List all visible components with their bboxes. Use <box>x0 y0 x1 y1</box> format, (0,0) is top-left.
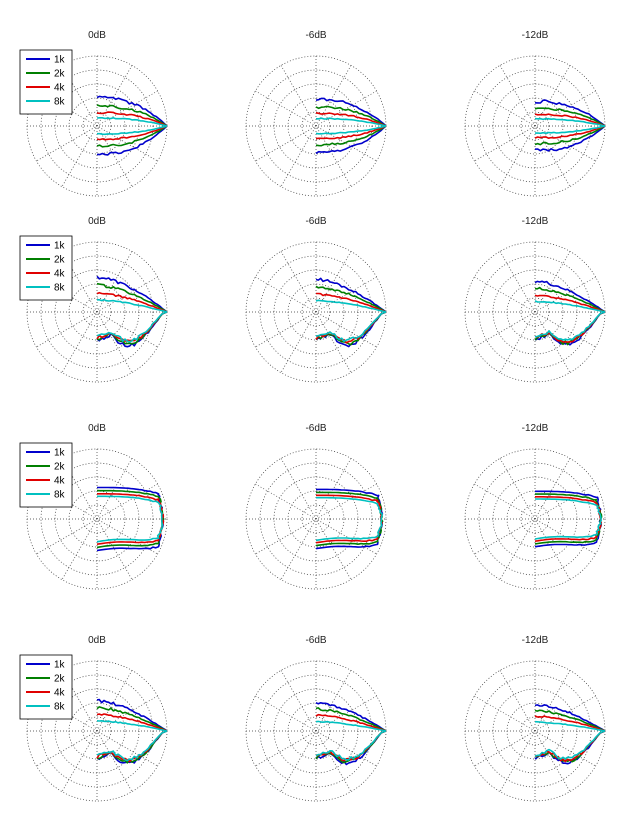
plot-title: 0dB <box>88 423 106 434</box>
polar-plot: -12dB <box>464 423 606 590</box>
series-line-1k <box>534 99 606 152</box>
series-line-8k <box>534 720 606 760</box>
polar-grid-spoke <box>255 483 377 555</box>
series-line-2k <box>534 107 606 146</box>
polar-grid-spoke <box>474 90 596 162</box>
series-line-1k <box>96 95 168 156</box>
legend-label-2k: 2k <box>54 674 66 685</box>
legend-box <box>19 654 73 720</box>
series-line-8k <box>96 495 164 543</box>
series-line-4k <box>315 112 387 140</box>
legend: 1k 2k 4k 8k <box>19 654 73 720</box>
series-line-8k <box>534 117 606 135</box>
legend-label-1k: 1k <box>54 55 66 66</box>
series-line-8k <box>315 720 387 761</box>
polar-grid-spoke <box>474 276 596 348</box>
polar-plot: 0dB 1k 2k 4k 8k <box>19 635 168 802</box>
legend: 1k 2k 4k 8k <box>19 235 73 301</box>
series-line-8k <box>534 300 606 341</box>
plot-title: 0dB <box>88 635 106 646</box>
legend-label-2k: 2k <box>54 69 66 80</box>
plot-title: 0dB <box>88 216 106 227</box>
series-line-8k <box>315 299 387 343</box>
polar-plot: -6dB <box>245 30 387 197</box>
polar-plot: -6dB <box>245 216 387 383</box>
polar-plot: -12dB <box>464 30 606 197</box>
plot-title: -6dB <box>305 423 326 434</box>
polar-plot: 0dB 1k 2k 4k 8k <box>19 30 168 197</box>
series-line-2k <box>315 105 387 147</box>
series-line-1k <box>315 701 387 766</box>
plot-title: 0dB <box>88 30 106 41</box>
legend-box <box>19 49 73 115</box>
polar-plot: -6dB <box>245 635 387 802</box>
legend: 1k 2k 4k 8k <box>19 49 73 115</box>
series-line-1k <box>315 97 387 155</box>
legend-label-4k: 4k <box>54 269 66 280</box>
polar-plot: 0dB 1k 2k 4k 8k <box>19 423 168 590</box>
series-line-8k <box>96 298 168 343</box>
plot-title: -12dB <box>522 423 549 434</box>
polar-plot: -12dB <box>464 216 606 383</box>
legend: 1k 2k 4k 8k <box>19 442 73 508</box>
plot-title: -6dB <box>305 216 326 227</box>
polar-plot: 0dB 1k 2k 4k 8k <box>19 216 168 383</box>
legend-label-2k: 2k <box>54 255 66 266</box>
legend-label-2k: 2k <box>54 462 66 473</box>
series-line-4k <box>534 113 606 139</box>
legend-label-1k: 1k <box>54 241 66 252</box>
plot-title: -12dB <box>522 635 549 646</box>
series-line-8k <box>96 720 168 762</box>
series-line-8k <box>96 117 168 136</box>
polar-grid-spoke <box>36 695 158 767</box>
polar-plot: -6dB <box>245 423 387 590</box>
series-line-8k <box>315 117 387 135</box>
legend-label-8k: 8k <box>54 97 66 108</box>
polar-grid-spoke <box>255 90 377 162</box>
legend-label-8k: 8k <box>54 283 66 294</box>
polar-grid-spoke <box>474 695 596 767</box>
legend-box <box>19 235 73 301</box>
polar-grid-spoke <box>255 695 377 767</box>
plot-title: -12dB <box>522 216 549 227</box>
polar-grid-spoke <box>255 276 377 348</box>
plot-title: -6dB <box>305 635 326 646</box>
series-line-2k <box>96 489 165 549</box>
polar-grid-spoke <box>36 90 158 162</box>
series-line-2k <box>96 104 168 148</box>
legend-box <box>19 442 73 508</box>
series-line-4k <box>96 111 168 141</box>
legend-label-4k: 4k <box>54 83 66 94</box>
legend-label-4k: 4k <box>54 476 66 487</box>
plot-title: -6dB <box>305 30 326 41</box>
plot-title: -12dB <box>522 30 549 41</box>
polar-grid-spoke <box>474 483 596 555</box>
legend-label-1k: 1k <box>54 448 66 459</box>
polar-grid-spoke <box>36 483 158 555</box>
series-line-8k <box>315 496 383 542</box>
legend-label-8k: 8k <box>54 490 66 501</box>
polar-grid-spoke <box>36 276 158 348</box>
polar-plot: -12dB <box>464 635 606 802</box>
legend-label-8k: 8k <box>54 702 66 713</box>
legend-label-1k: 1k <box>54 660 66 671</box>
series-line-8k <box>534 498 602 540</box>
legend-label-4k: 4k <box>54 688 66 699</box>
